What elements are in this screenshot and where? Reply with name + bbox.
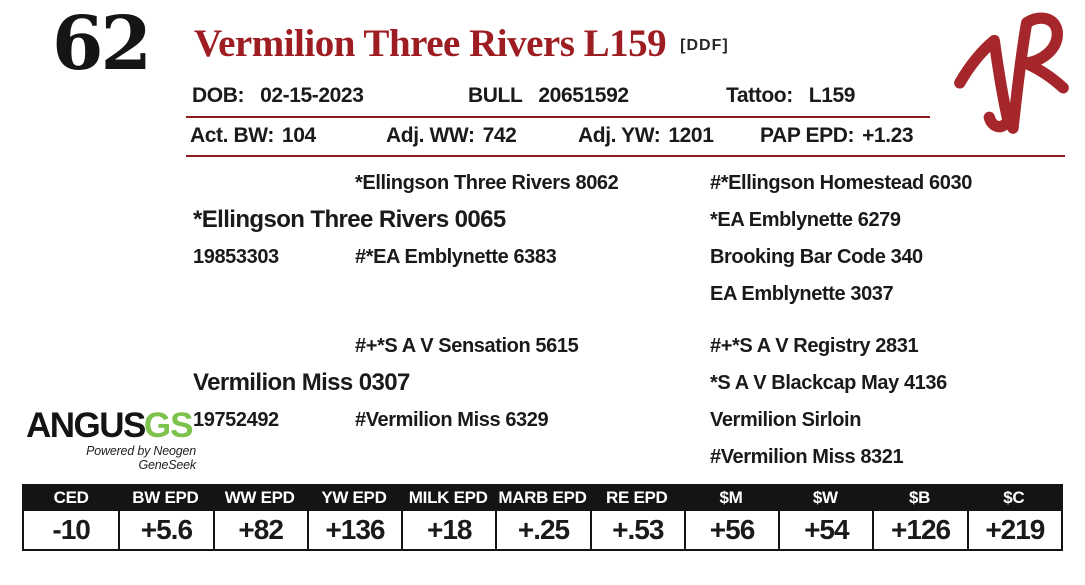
adj-yw-stat: Adj. YW: 1201 xyxy=(578,124,714,148)
sex-reg-group: BULL 20651592 xyxy=(468,84,629,108)
dam-name: Vermilion Miss 0307 xyxy=(193,369,410,396)
epd-col-header: $W xyxy=(812,487,838,507)
tattoo-value: L159 xyxy=(808,84,856,107)
sire-ancestor-1: #*Ellingson Homestead 6030 xyxy=(710,172,972,194)
epd-col-header: RE EPD xyxy=(606,487,668,507)
dam-ancestor-3: Vermilion Sirloin xyxy=(710,409,862,431)
angus-gs-tagline: Powered by Neogen GeneSeek xyxy=(86,444,196,472)
dam-dam-name: #Vermilion Miss 6329 xyxy=(355,409,549,431)
epd-col-header: WW EPD xyxy=(224,487,295,507)
header-divider-line xyxy=(186,116,930,118)
sire-ancestor-2: *EA Emblynette 6279 xyxy=(710,209,901,231)
adj-ww-label: Adj. WW: xyxy=(386,124,475,147)
epd-value: +82 xyxy=(212,511,307,549)
epd-table-header-row: CED BW EPD WW EPD YW EPD MILK EPD MARB E… xyxy=(24,484,1061,511)
adj-yw-label: Adj. YW: xyxy=(578,124,661,147)
epd-value: +54 xyxy=(778,511,872,549)
act-bw-stat: Act. BW: 104 xyxy=(190,124,316,148)
sire-ancestor-4: EA Emblynette 3037 xyxy=(710,283,894,305)
epd-value: +5.6 xyxy=(118,511,212,549)
vermilion-ranch-brand-icon xyxy=(954,12,1069,134)
epd-value: +219 xyxy=(966,511,1061,549)
adj-ww-value: 742 xyxy=(482,124,517,147)
gs-wordmark: GS xyxy=(143,406,194,445)
sire-name: *Ellingson Three Rivers 0065 xyxy=(193,206,506,233)
pap-epd-label: PAP EPD: xyxy=(760,124,855,147)
dam-ancestor-4: #Vermilion Miss 8321 xyxy=(710,446,904,468)
pap-epd-stat: PAP EPD: +1.23 xyxy=(760,124,914,148)
dob-label: DOB: xyxy=(192,84,245,107)
stats-divider-line xyxy=(186,155,1065,157)
tattoo-label: Tattoo: xyxy=(726,84,793,107)
epd-value: +126 xyxy=(872,511,966,549)
epd-value: +.53 xyxy=(589,511,684,549)
animal-name: Vermilion Three Rivers L159 xyxy=(194,22,667,65)
epd-col-header: MARB EPD xyxy=(498,487,587,507)
sire-ancestor-3: Brooking Bar Code 340 xyxy=(710,246,923,268)
epd-value: -10 xyxy=(52,514,90,545)
epd-col-header: $M xyxy=(719,487,743,507)
dob-group: DOB: 02-15-2023 xyxy=(192,84,364,108)
act-bw-value: 104 xyxy=(281,124,316,147)
adj-yw-value: 1201 xyxy=(668,124,714,147)
angus-gs-logo: ANGUSGS Powered by Neogen GeneSeek xyxy=(26,408,196,472)
dob-value: 02-15-2023 xyxy=(260,84,364,107)
lot-number: 62 xyxy=(52,1,152,87)
sex-label: BULL xyxy=(468,84,523,107)
epd-table: CED BW EPD WW EPD YW EPD MILK EPD MARB E… xyxy=(22,484,1063,551)
sire-sire-name: *Ellingson Three Rivers 8062 xyxy=(355,172,619,194)
genetic-condition-tag: [DDF] xyxy=(680,37,729,54)
epd-col-header: MILK EPD xyxy=(408,487,488,507)
title-row: Vermilion Three Rivers L159 [DDF] xyxy=(194,24,729,63)
epd-col-header: $C xyxy=(1003,487,1025,507)
dam-ancestor-1: #+*S A V Registry 2831 xyxy=(710,335,919,357)
epd-col-header: CED xyxy=(53,487,89,507)
dam-sire-name: #+*S A V Sensation 5615 xyxy=(355,335,579,357)
sire-reg-number: 19853303 xyxy=(193,246,279,268)
dam-ancestor-2: *S A V Blackcap May 4136 xyxy=(710,372,947,394)
angus-gs-wordmark: ANGUSGS xyxy=(26,408,196,443)
angus-wordmark: ANGUS xyxy=(26,406,146,445)
epd-value: +56 xyxy=(683,511,778,549)
tattoo-group: Tattoo: L159 xyxy=(726,84,855,108)
sire-dam-name: #*EA Emblynette 6383 xyxy=(355,246,557,268)
epd-value: +.25 xyxy=(495,511,589,549)
epd-col-header: BW EPD xyxy=(132,487,199,507)
epd-col-header: $B xyxy=(909,487,931,507)
epd-table-value-row: -10 +5.6 +82 +136 +18 +.25 +.53 +56 +54 … xyxy=(24,511,1061,549)
epd-col-header: YW EPD xyxy=(321,487,387,507)
act-bw-label: Act. BW: xyxy=(190,124,274,147)
pap-epd-value: +1.23 xyxy=(862,124,914,147)
epd-value: +136 xyxy=(306,511,401,549)
epd-value: +18 xyxy=(401,511,495,549)
dam-reg-number: 19752492 xyxy=(193,409,279,431)
registration-number: 20651592 xyxy=(538,84,629,107)
adj-ww-stat: Adj. WW: 742 xyxy=(386,124,517,148)
